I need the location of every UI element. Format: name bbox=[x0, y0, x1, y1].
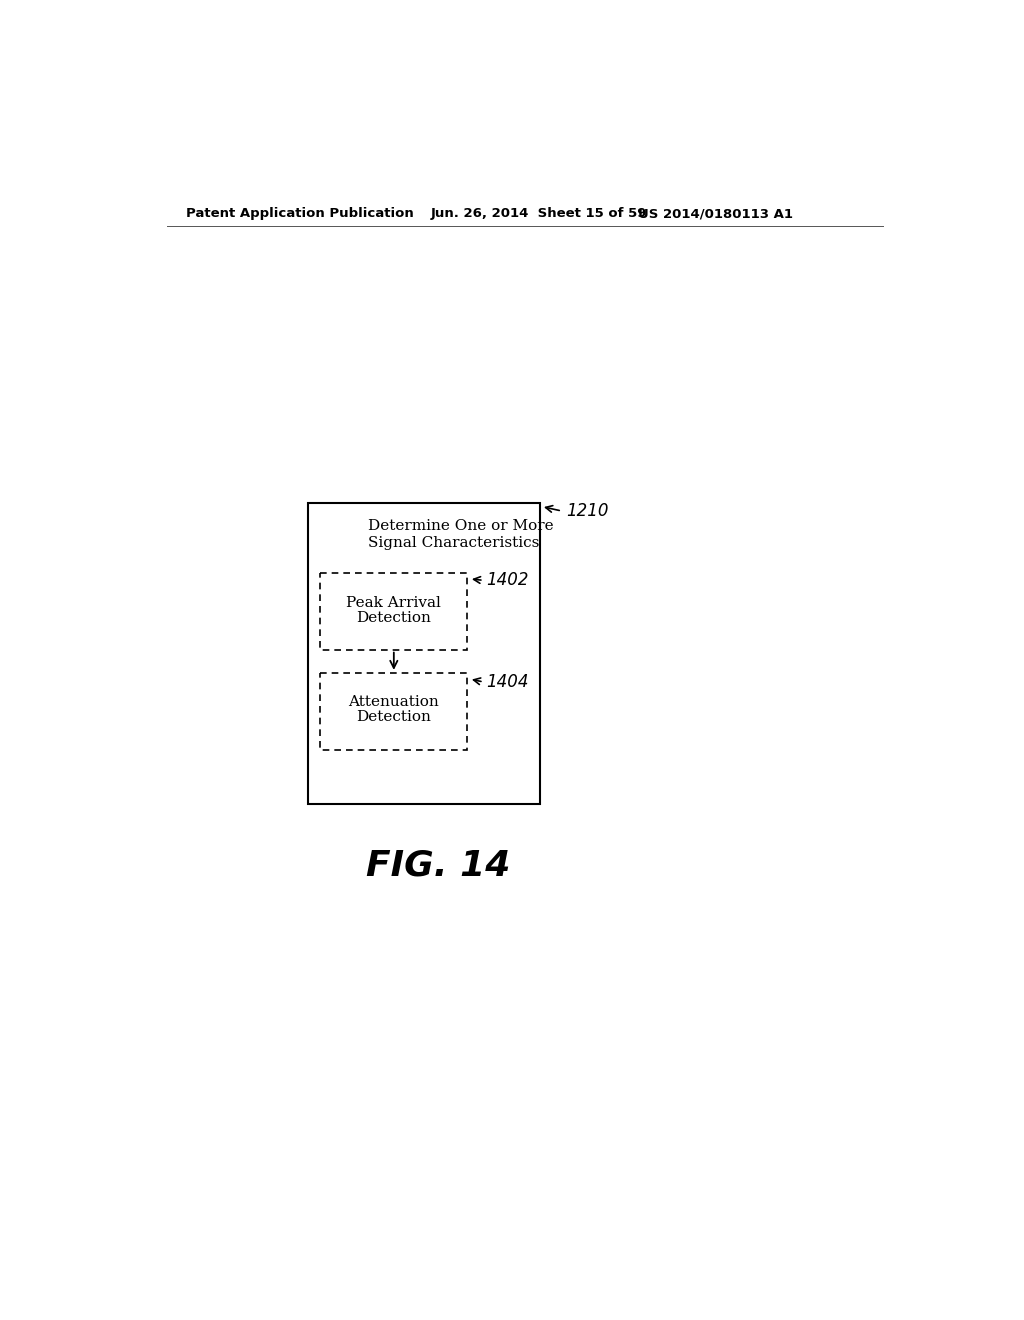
Text: Determine One or More: Determine One or More bbox=[369, 520, 554, 533]
Text: Detection: Detection bbox=[356, 710, 431, 725]
Bar bbox=[321, 673, 467, 750]
Text: 1404: 1404 bbox=[486, 673, 528, 690]
Text: FIG. 14: FIG. 14 bbox=[366, 849, 510, 882]
Bar bbox=[321, 573, 467, 649]
Text: Patent Application Publication: Patent Application Publication bbox=[186, 207, 414, 220]
Text: Attenuation: Attenuation bbox=[348, 696, 439, 709]
Text: 1210: 1210 bbox=[566, 502, 608, 520]
Text: US 2014/0180113 A1: US 2014/0180113 A1 bbox=[638, 207, 793, 220]
Text: Detection: Detection bbox=[356, 611, 431, 626]
Text: 1402: 1402 bbox=[486, 572, 528, 589]
Text: Signal Characteristics: Signal Characteristics bbox=[369, 536, 540, 550]
Text: Peak Arrival: Peak Arrival bbox=[346, 595, 441, 610]
Text: Jun. 26, 2014  Sheet 15 of 59: Jun. 26, 2014 Sheet 15 of 59 bbox=[430, 207, 646, 220]
Bar bbox=[308, 503, 541, 804]
